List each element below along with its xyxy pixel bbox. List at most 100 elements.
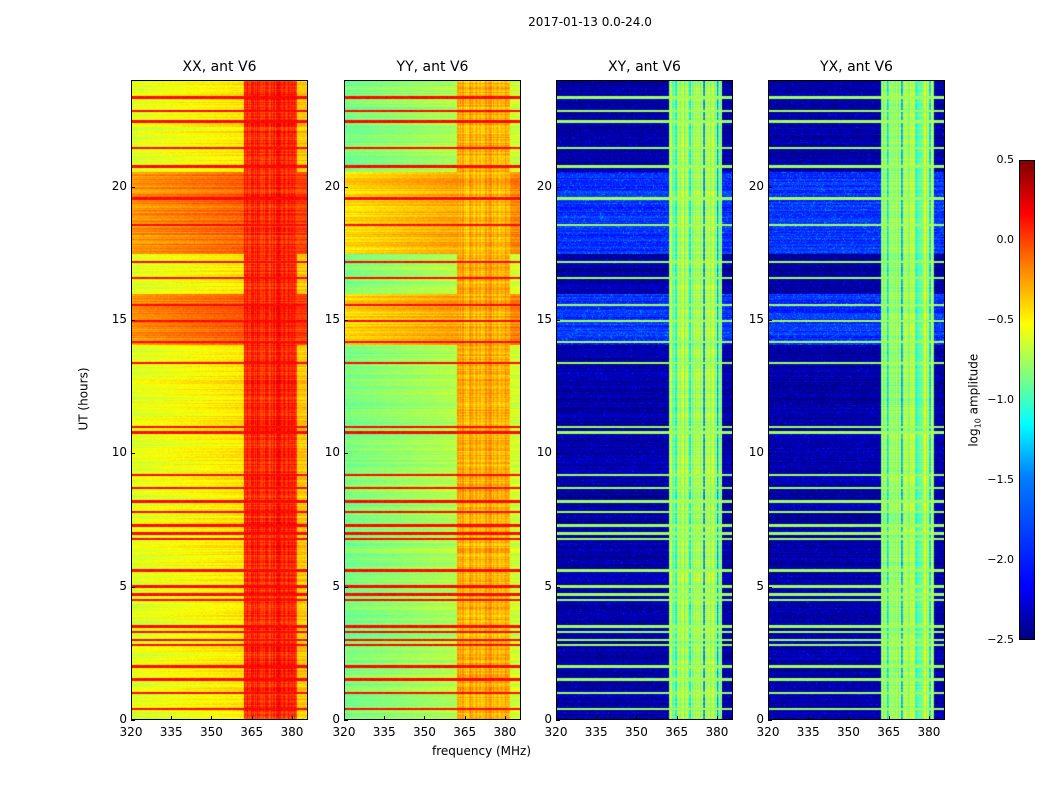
y-tick-mark (131, 320, 135, 321)
panel-title: YX, ant V6 (820, 59, 893, 75)
y-tick-label: 5 (544, 578, 552, 593)
y-tick-mark (768, 453, 772, 455)
y-tick-label: 15 (536, 312, 552, 326)
x-tick-label: 350 (837, 725, 860, 739)
x-tick-label: 320 (119, 725, 143, 739)
x-tick-label: 350 (200, 725, 223, 739)
x-tick-label: 365 (240, 725, 264, 739)
y-tick-mark (131, 586, 135, 588)
x-tick-label: 365 (665, 725, 689, 739)
x-tick-mark (464, 716, 466, 720)
heatmap-image (132, 81, 307, 719)
colorbar-tick-label: −2.5 (987, 633, 1014, 646)
x-tick-label: 335 (584, 725, 608, 739)
heatmap-image (345, 81, 520, 719)
y-tick-mark (556, 186, 560, 188)
x-tick-mark (848, 716, 850, 720)
x-tick-mark (344, 716, 345, 720)
x-tick-label: 320 (544, 725, 568, 739)
x-tick-label: 335 (372, 725, 396, 739)
x-tick-label: 320 (756, 725, 780, 739)
x-tick-mark (251, 716, 253, 720)
y-tick-label: 20 (536, 178, 552, 193)
heatmap-panel (131, 80, 308, 720)
y-tick-mark (344, 320, 348, 321)
x-tick-mark (211, 716, 213, 720)
y-tick-label: 10 (324, 445, 340, 460)
colorbar-tick-label: −0.5 (987, 313, 1014, 326)
y-tick-label: 20 (748, 178, 764, 193)
y-tick-label: 15 (111, 312, 127, 326)
x-tick-label: 320 (332, 725, 356, 739)
x-tick-mark (171, 716, 173, 720)
y-tick-label: 5 (756, 578, 764, 593)
heatmap-panel (768, 80, 945, 720)
colorbar-tick-label: −2.0 (987, 553, 1014, 566)
x-tick-label: 380 (493, 725, 517, 739)
y-tick-label: 0 (119, 712, 127, 726)
y-tick-mark (768, 586, 772, 588)
heatmap-image (557, 81, 732, 719)
x-tick-label: 335 (159, 725, 183, 739)
y-tick-mark (556, 320, 560, 321)
y-tick-mark (344, 453, 348, 455)
y-tick-mark (556, 586, 560, 588)
y-tick-label: 15 (748, 312, 764, 326)
x-tick-mark (384, 716, 386, 720)
x-tick-mark (808, 716, 810, 720)
y-tick-label: 0 (544, 712, 552, 726)
x-tick-mark (131, 716, 132, 720)
panel-title: XX, ant V6 (182, 59, 257, 75)
x-tick-label: 335 (796, 725, 820, 739)
y-tick-label: 0 (332, 712, 340, 726)
x-tick-label: 350 (625, 725, 648, 739)
y-tick-mark (768, 186, 772, 188)
heatmap-panel (344, 80, 521, 720)
y-tick-mark (131, 186, 135, 188)
colorbar-tick-label: 0.5 (996, 153, 1015, 166)
y-tick-mark (344, 586, 348, 588)
x-tick-mark (928, 716, 930, 720)
x-tick-mark (768, 716, 769, 720)
x-tick-label: 365 (877, 725, 901, 739)
colorbar-label: log10 amplitude (966, 353, 983, 447)
x-axis-label: frequency (MHz) (432, 744, 532, 758)
x-tick-label: 380 (705, 725, 729, 739)
x-tick-label: 380 (280, 725, 304, 739)
y-tick-mark (344, 720, 348, 721)
y-tick-label: 20 (324, 178, 340, 193)
panel-title: YY, ant V6 (396, 59, 469, 75)
panel-title: XY, ant V6 (608, 59, 681, 75)
x-tick-mark (424, 716, 426, 720)
x-tick-mark (636, 716, 638, 720)
x-tick-mark (504, 716, 506, 720)
y-tick-mark (131, 453, 135, 455)
x-tick-label: 380 (917, 725, 941, 739)
x-tick-mark (888, 716, 890, 720)
colorbar (1019, 160, 1035, 640)
y-tick-label: 10 (536, 445, 552, 460)
x-tick-label: 350 (413, 725, 436, 739)
y-tick-label: 10 (748, 445, 764, 460)
x-tick-mark (716, 716, 718, 720)
y-tick-mark (556, 453, 560, 455)
y-tick-label: 5 (332, 578, 340, 593)
y-tick-mark (556, 720, 560, 721)
colorbar-tick-label: 0.0 (996, 233, 1015, 246)
figure-title: 2017-01-13 0.0-24.0 (528, 15, 652, 29)
y-tick-mark (768, 720, 772, 721)
heatmap-panel (556, 80, 733, 720)
y-axis-label: UT (hours) (76, 367, 91, 431)
x-tick-mark (291, 716, 293, 720)
y-tick-mark (768, 320, 772, 321)
x-tick-mark (596, 716, 598, 720)
y-tick-mark (344, 186, 348, 188)
colorbar-tick-label: −1.5 (987, 473, 1014, 486)
y-tick-mark (131, 720, 135, 721)
y-tick-label: 5 (119, 578, 127, 593)
y-tick-label: 0 (756, 712, 764, 726)
x-tick-mark (556, 716, 557, 720)
colorbar-tick-label: −1.0 (987, 393, 1014, 406)
heatmap-image (769, 81, 944, 719)
y-tick-label: 20 (111, 178, 127, 193)
